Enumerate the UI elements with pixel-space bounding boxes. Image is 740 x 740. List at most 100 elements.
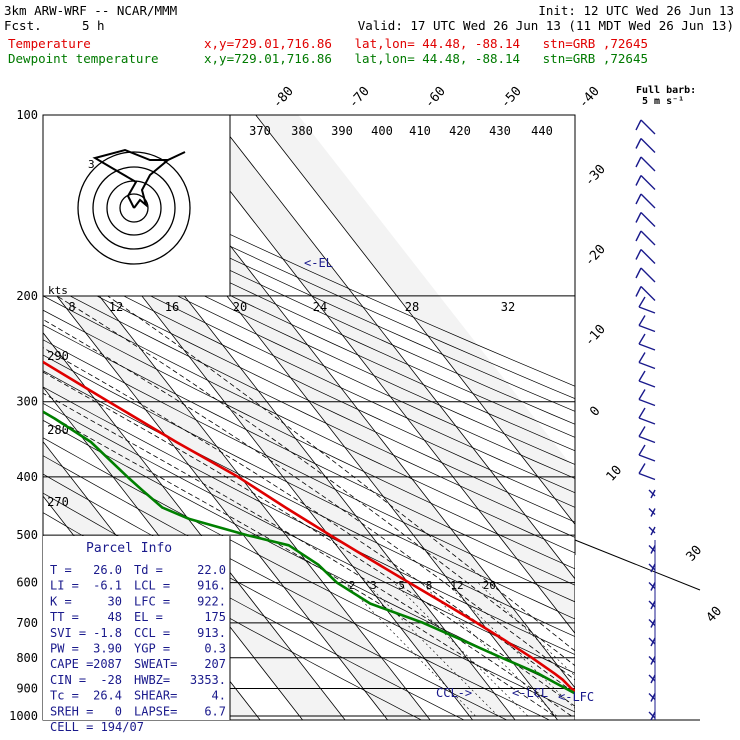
moist-adiabat bbox=[43, 318, 575, 681]
parcel-field-label: CAPE = bbox=[50, 657, 93, 671]
parcel-field-value: 48 bbox=[108, 610, 122, 624]
isotherm-label: 30 bbox=[684, 543, 706, 565]
wind-barb bbox=[635, 119, 656, 135]
parcel-field-value: 4. bbox=[212, 689, 226, 703]
temperature-station-info: x,y=729.01,716.86 lat,lon= 44.48, -88.14… bbox=[204, 36, 649, 51]
isotherm-line bbox=[43, 223, 431, 720]
wind-barb bbox=[638, 333, 656, 351]
isotherm-label: -60 bbox=[422, 84, 449, 111]
parcel-field-label: CCL = bbox=[134, 626, 170, 640]
pressure-tick-label: 600 bbox=[16, 576, 38, 590]
isotherm-label: -20 bbox=[582, 242, 609, 269]
wind-barb bbox=[648, 656, 656, 665]
dry-adiabat bbox=[43, 386, 575, 656]
wind-barbs: Full barb:5 m s⁻¹ bbox=[635, 85, 696, 721]
wind-barb bbox=[648, 526, 656, 536]
theta-label: 380 bbox=[291, 124, 313, 138]
isotherm-label: -30 bbox=[582, 162, 609, 189]
wind-scale-label: 8 bbox=[68, 300, 75, 314]
wind-barb bbox=[648, 563, 656, 573]
parcel-field-value: 6.7 bbox=[204, 704, 226, 718]
wind-barb bbox=[635, 249, 656, 264]
parcel-info-box: Parcel Info T = 26.0 Td = 22.0 LI = -6.1 LCL = 9… bbox=[43, 536, 231, 734]
parcel-cell: CELL = 194/07 bbox=[50, 720, 144, 734]
hodograph-ring bbox=[92, 166, 176, 250]
theta-label: 400 bbox=[371, 124, 393, 138]
parcel-field-label: T = bbox=[50, 563, 72, 577]
theta-label: 430 bbox=[489, 124, 511, 138]
wind-barb bbox=[635, 156, 656, 172]
wind-scale-label: 16 bbox=[165, 300, 179, 314]
temperature-legend: Temperature bbox=[8, 36, 91, 51]
dry-adiabat bbox=[43, 144, 575, 387]
level-annotations: <-EL CCL-> <-LCL <-LFC bbox=[304, 256, 594, 704]
wind-scale-unit: kts bbox=[48, 284, 68, 297]
parcel-field-label: SVI = bbox=[50, 626, 86, 640]
pressure-tick-label: 700 bbox=[16, 616, 38, 630]
hodograph-trace bbox=[92, 148, 186, 209]
wind-barb bbox=[635, 267, 656, 283]
dry-adiabat bbox=[43, 254, 575, 508]
parcel-field-label: LAPSE= bbox=[134, 704, 177, 718]
isotherm-line bbox=[0, 87, 12, 728]
plot-frame bbox=[42, 114, 576, 721]
wind-barb bbox=[638, 407, 656, 425]
parcel-field-label: SWEAT= bbox=[134, 657, 177, 671]
dry-adiabat bbox=[43, 437, 575, 713]
parcel-box-bg bbox=[43, 536, 230, 720]
theta-label: 410 bbox=[409, 124, 431, 138]
wind-barb bbox=[635, 286, 656, 301]
wind-barb bbox=[635, 175, 656, 190]
isotherm-label: -50 bbox=[498, 84, 525, 111]
wind-barb bbox=[648, 693, 656, 702]
theta-label: 290 bbox=[47, 349, 69, 363]
dry-adiabat bbox=[43, 191, 575, 438]
wind-barb bbox=[638, 315, 656, 333]
parcel-field-value: 26.0 bbox=[93, 563, 122, 577]
parcel-field-value: -1.8 bbox=[93, 626, 122, 640]
hodograph: 3 bbox=[42, 114, 231, 297]
edge-mask bbox=[575, 555, 700, 740]
parcel-field-value: 26.4 bbox=[93, 689, 122, 703]
mixing-ratio-label: 8 bbox=[426, 579, 433, 592]
barb-legend-unit: 5 m s⁻¹ bbox=[642, 96, 684, 107]
isotherm-line bbox=[255, 115, 575, 525]
dry-adiabat bbox=[43, 179, 575, 425]
wind-barb bbox=[635, 212, 656, 227]
wind-barb bbox=[638, 370, 656, 388]
mixing-ratio-label: 5 bbox=[398, 579, 405, 592]
wind-scale-label: 20 bbox=[233, 300, 247, 314]
parcel-field-label: LI = bbox=[50, 579, 79, 593]
pressure-tick-label: 300 bbox=[16, 395, 38, 409]
barb-legend-title: Full barb: bbox=[636, 85, 696, 96]
parcel-field-value: 0.3 bbox=[204, 642, 226, 656]
parcel-field-value: -28 bbox=[100, 673, 122, 687]
isotherm-line bbox=[170, 115, 575, 634]
lfc-annotation: <-LFC bbox=[558, 690, 594, 704]
theta-label: 440 bbox=[531, 124, 553, 138]
theta-label: 270 bbox=[47, 495, 69, 509]
parcel-info-title: Parcel Info bbox=[86, 541, 172, 556]
parcel-field-value: 0 bbox=[115, 704, 122, 718]
mixing-ratio-label: 20 bbox=[483, 579, 496, 592]
pressure-tick-label: 500 bbox=[16, 528, 38, 542]
edge-line bbox=[574, 539, 701, 591]
hodograph-ring bbox=[119, 193, 149, 223]
wind-scale-label: 12 bbox=[109, 300, 123, 314]
pressure-tick-label: 200 bbox=[16, 289, 38, 303]
parcel-field-label: EL = bbox=[134, 610, 163, 624]
parcel-field-label: K = bbox=[50, 594, 72, 608]
parcel-field-value: 916. bbox=[197, 579, 226, 593]
parcel-field-label: LCL = bbox=[134, 579, 170, 593]
forecast-label: Fcst. bbox=[4, 18, 42, 33]
parcel-field-label: SHEAR= bbox=[134, 689, 177, 703]
parcel-field-label: TT = bbox=[50, 610, 79, 624]
wind-barb bbox=[635, 193, 656, 209]
mixing-ratio-line bbox=[420, 582, 557, 717]
pressure-tick-label: 1000 bbox=[9, 709, 38, 723]
dewpoint-profile bbox=[43, 410, 575, 695]
el-annotation: <-EL bbox=[304, 256, 333, 270]
parcel-field-value: -6.1 bbox=[93, 579, 122, 593]
wind-barb bbox=[648, 582, 656, 591]
sounding-profiles bbox=[43, 360, 575, 695]
